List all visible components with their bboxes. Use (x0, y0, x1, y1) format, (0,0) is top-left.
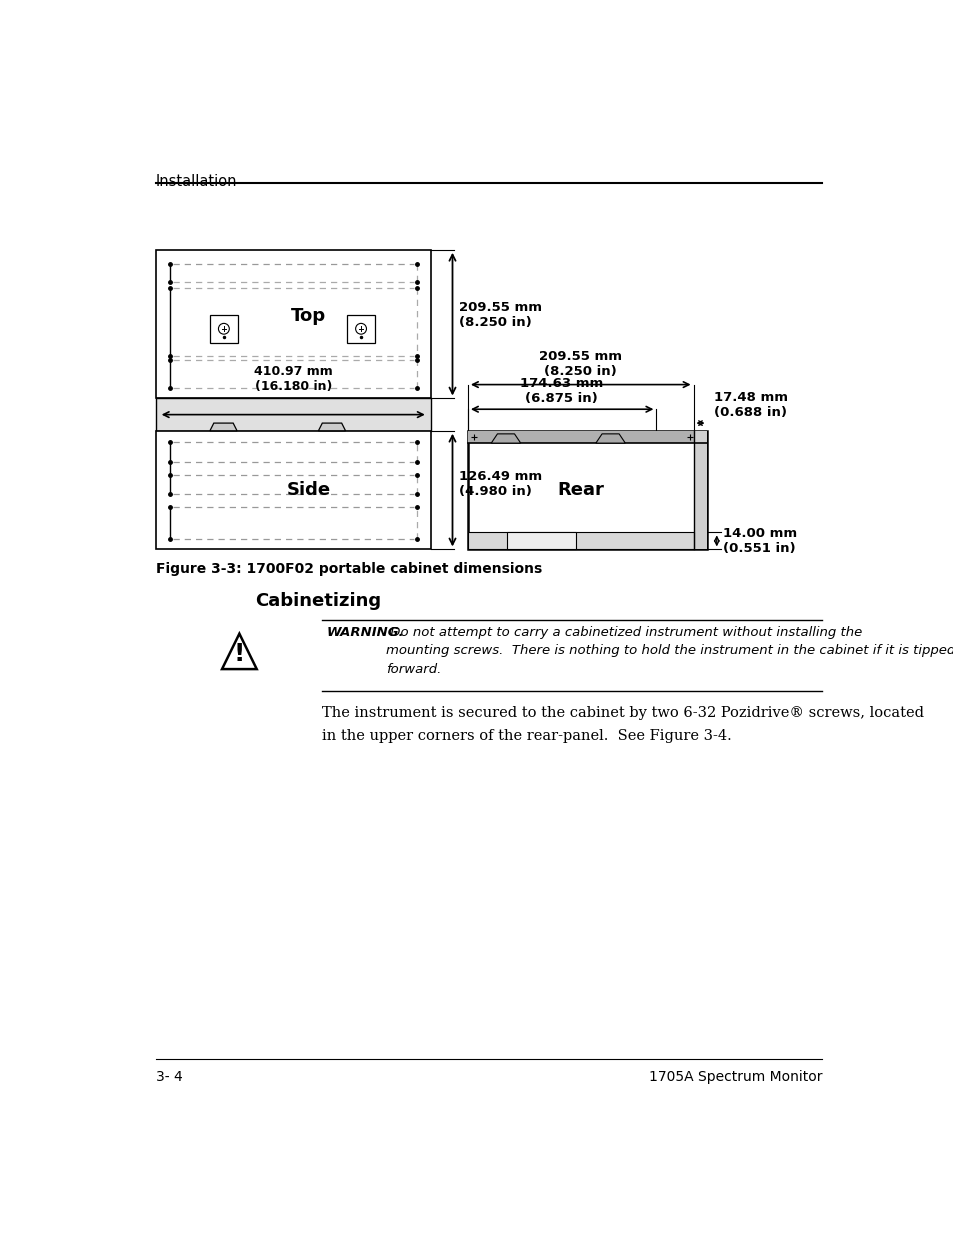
Bar (468, 431, 707, 443)
Text: Figure 3-3: 1700F02 portable cabinet dimensions: Figure 3-3: 1700F02 portable cabinet dim… (155, 562, 541, 576)
Polygon shape (210, 424, 236, 431)
Text: Installation: Installation (155, 174, 237, 189)
Bar (347, 315, 375, 342)
Text: 410.97 mm
(16.180 in): 410.97 mm (16.180 in) (253, 366, 333, 393)
Bar (506, 532, 576, 550)
Circle shape (355, 324, 366, 335)
Text: Rear: Rear (557, 482, 603, 499)
Polygon shape (596, 433, 624, 443)
Bar (155, 431, 431, 550)
Bar (468, 431, 707, 550)
Text: 174.63 mm
(6.875 in): 174.63 mm (6.875 in) (519, 377, 602, 405)
Text: 3- 4: 3- 4 (155, 1070, 182, 1084)
Polygon shape (222, 634, 256, 669)
Bar (468, 532, 693, 550)
Text: 126.49 mm
(4.980 in): 126.49 mm (4.980 in) (458, 471, 541, 498)
Text: Do not attempt to carry a cabinetized instrument without installing the
mounting: Do not attempt to carry a cabinetized in… (385, 626, 953, 676)
Text: 209.55 mm
(8.250 in): 209.55 mm (8.250 in) (458, 301, 541, 329)
Bar (693, 431, 707, 550)
Text: WARNING.: WARNING. (326, 626, 403, 638)
Text: 17.48 mm
(0.688 in): 17.48 mm (0.688 in) (713, 391, 787, 419)
Polygon shape (318, 424, 345, 431)
Circle shape (218, 324, 229, 335)
Text: Cabinetizing: Cabinetizing (254, 593, 380, 610)
Text: 209.55 mm
(8.250 in): 209.55 mm (8.250 in) (538, 351, 621, 378)
Bar (155, 249, 431, 399)
Bar (210, 315, 237, 342)
Text: The instrument is secured to the cabinet by two 6‑32 Pozidrive® screws, located
: The instrument is secured to the cabinet… (322, 706, 923, 742)
Bar (155, 399, 431, 431)
Text: Side: Side (286, 482, 331, 499)
Text: 1705A Spectrum Monitor: 1705A Spectrum Monitor (648, 1070, 821, 1084)
Polygon shape (491, 433, 520, 443)
Text: 14.00 mm
(0.551 in): 14.00 mm (0.551 in) (722, 527, 797, 555)
Text: Top: Top (291, 308, 326, 326)
Text: !: ! (233, 642, 245, 666)
